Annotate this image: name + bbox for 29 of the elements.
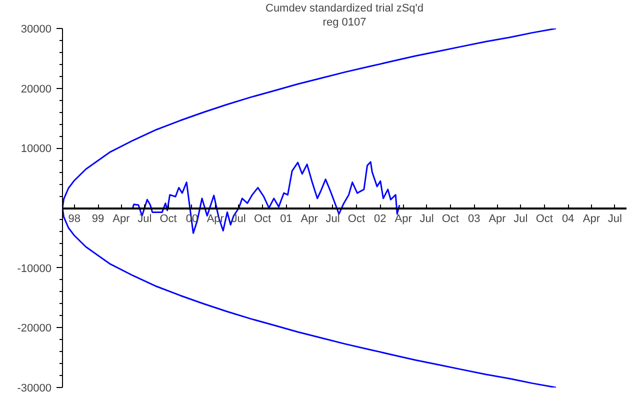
x-tick-label: Jul bbox=[326, 213, 340, 225]
x-tick-label: Apr bbox=[112, 213, 130, 225]
y-tick-label: 10000 bbox=[20, 143, 52, 156]
x-tick-label: 98 bbox=[68, 213, 80, 225]
x-tick-label: Oct bbox=[536, 213, 553, 225]
y-tick-label: 20000 bbox=[20, 83, 52, 96]
x-tick-label: Oct bbox=[160, 213, 177, 225]
chart-title: Cumdev standardized trial zSq'd bbox=[265, 2, 424, 14]
y-tick-label: 30000 bbox=[20, 24, 52, 36]
x-tick-label: 02 bbox=[374, 213, 386, 225]
y-tick-label: -10000 bbox=[17, 262, 52, 275]
x-tick-label: Jul bbox=[420, 213, 434, 225]
x-tick-label: Oct bbox=[254, 213, 272, 225]
chart-subtitle: reg 0107 bbox=[322, 16, 366, 28]
x-tick-label: Apr bbox=[488, 213, 506, 225]
x-tick-label: Apr bbox=[300, 213, 318, 225]
x-tick-label: 03 bbox=[468, 213, 480, 225]
x-tick-label: Oct bbox=[442, 213, 459, 225]
x-tick-label: Jul bbox=[138, 213, 152, 225]
x-tick-label: Apr bbox=[394, 213, 412, 225]
y-tick-label: -20000 bbox=[17, 322, 52, 335]
x-tick-label: 01 bbox=[280, 213, 292, 225]
y-tick-label: -30000 bbox=[17, 382, 52, 394]
x-tick-label: Apr bbox=[582, 213, 600, 225]
x-tick-label: Oct bbox=[348, 213, 366, 225]
x-tick-label: Jul bbox=[514, 213, 528, 225]
x-tick-label: 04 bbox=[562, 213, 574, 225]
x-tick-label: 99 bbox=[92, 213, 104, 225]
x-tick-label: Jul bbox=[608, 213, 622, 225]
